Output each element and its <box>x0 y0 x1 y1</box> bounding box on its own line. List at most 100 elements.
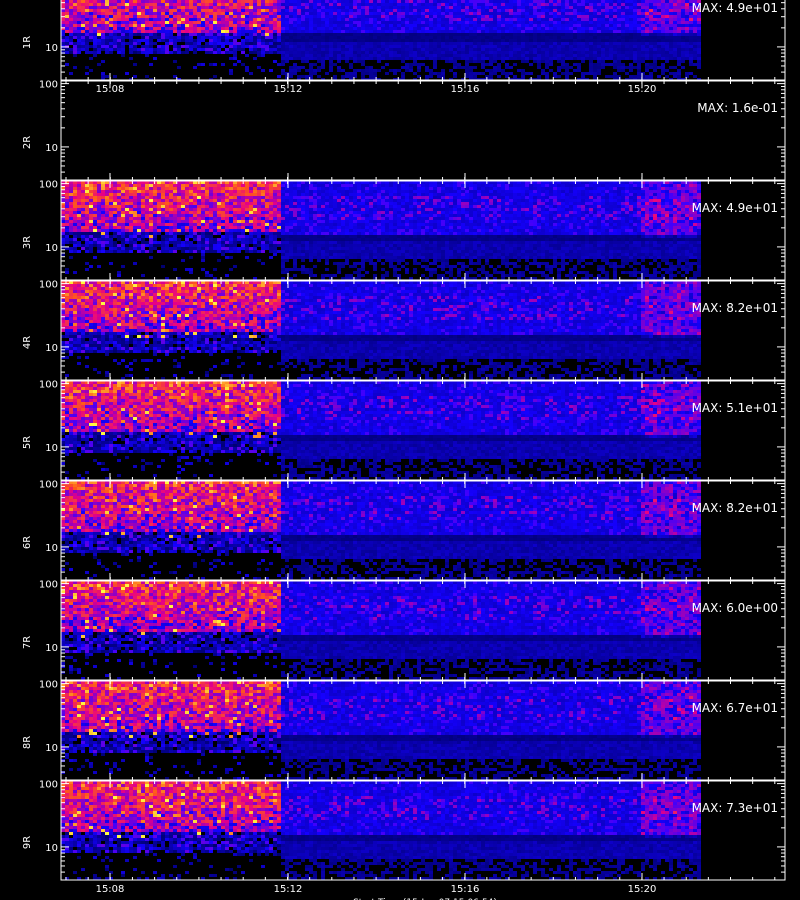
heatmap-cell <box>321 63 325 66</box>
heatmap-cell <box>353 72 357 75</box>
heatmap-cell <box>201 196 205 199</box>
heatmap-cell <box>97 184 101 187</box>
heatmap-cell <box>133 232 137 235</box>
heatmap-cell <box>121 214 125 217</box>
heatmap-cell <box>377 39 381 42</box>
y-axis-label: 2R <box>22 136 33 149</box>
heatmap-cell <box>413 60 417 63</box>
heatmap-cell <box>181 15 185 18</box>
heatmap-cell <box>329 39 333 42</box>
heatmap-cell <box>581 27 585 30</box>
heatmap-cell <box>417 9 421 12</box>
heatmap-cell <box>253 199 257 202</box>
heatmap-cell <box>581 6 585 9</box>
heatmap-cell <box>109 33 113 36</box>
heatmap-cell <box>377 33 381 36</box>
heatmap-cell <box>225 190 229 193</box>
heatmap-cell <box>361 24 365 27</box>
heatmap-cell <box>621 24 625 27</box>
heatmap-cell <box>433 30 437 33</box>
heatmap-cell <box>445 60 449 63</box>
heatmap-cell <box>361 39 365 42</box>
heatmap-cell <box>73 30 77 33</box>
heatmap-cell <box>277 3 281 6</box>
heatmap-cell <box>241 184 245 187</box>
heatmap-cell <box>637 66 641 69</box>
heatmap-cell <box>465 0 469 3</box>
heatmap-cell <box>581 33 585 36</box>
heatmap-cell <box>293 0 297 3</box>
heatmap-cell <box>509 9 513 12</box>
heatmap-cell <box>625 66 629 69</box>
heatmap-cell <box>357 48 361 51</box>
heatmap-cell <box>225 244 229 247</box>
heatmap-cell <box>85 268 89 271</box>
heatmap-cell <box>333 15 337 18</box>
heatmap-cell <box>101 247 105 250</box>
heatmap-cell <box>669 27 673 30</box>
heatmap-cell <box>161 27 165 30</box>
heatmap-cell <box>169 241 173 244</box>
heatmap-cell <box>689 39 693 42</box>
heatmap-cell <box>669 33 673 36</box>
heatmap-cell <box>273 45 277 48</box>
heatmap-cell <box>693 36 697 39</box>
heatmap-cell <box>169 193 173 196</box>
heatmap-cell <box>557 15 561 18</box>
heatmap-cell <box>381 15 385 18</box>
heatmap-cell <box>237 211 241 214</box>
heatmap-cell <box>413 45 417 48</box>
heatmap-cell <box>249 202 253 205</box>
heatmap-cell <box>61 190 65 193</box>
heatmap-cell <box>129 18 133 21</box>
heatmap-cell <box>661 27 665 30</box>
heatmap-cell <box>301 42 305 45</box>
heatmap-cell <box>317 48 321 51</box>
heatmap-cell <box>97 190 101 193</box>
heatmap-cell <box>361 36 365 39</box>
heatmap-cell <box>233 48 237 51</box>
heatmap-cell <box>201 241 205 244</box>
heatmap-cell <box>109 45 113 48</box>
heatmap-cell <box>317 54 321 57</box>
heatmap-cell <box>269 208 273 211</box>
heatmap-cell <box>225 274 229 277</box>
heatmap-cell <box>649 12 653 15</box>
heatmap-cell <box>297 78 301 80</box>
heatmap-cell <box>145 211 149 214</box>
heatmap-cell <box>389 18 393 21</box>
heatmap-cell <box>193 205 197 208</box>
heatmap-cell <box>129 181 133 184</box>
heatmap-cell <box>181 232 185 235</box>
heatmap-cell <box>265 48 269 51</box>
heatmap-cell <box>429 18 433 21</box>
heatmap-cell <box>289 75 293 78</box>
heatmap-cell <box>97 196 101 199</box>
heatmap-cell <box>233 45 237 48</box>
heatmap-cell <box>305 3 309 6</box>
heatmap-cell <box>273 15 277 18</box>
heatmap-cell <box>533 60 537 63</box>
heatmap-cell <box>193 6 197 9</box>
heatmap-cell <box>169 250 173 253</box>
heatmap-cell <box>177 193 181 196</box>
heatmap-cell <box>569 6 573 9</box>
heatmap-cell <box>177 202 181 205</box>
heatmap-cell <box>73 202 77 205</box>
heatmap-cell <box>189 30 193 33</box>
heatmap-cell <box>265 30 269 33</box>
heatmap-cell <box>141 21 145 24</box>
heatmap-cell <box>153 214 157 217</box>
heatmap-cell <box>105 33 109 36</box>
heatmap-cell <box>413 78 417 80</box>
heatmap-cell <box>77 12 81 15</box>
heatmap-cell <box>689 15 693 18</box>
heatmap-cell <box>485 42 489 45</box>
heatmap-cell <box>141 48 145 51</box>
heatmap-cell <box>257 21 261 24</box>
heatmap-cell <box>73 211 77 214</box>
heatmap-cell <box>625 42 629 45</box>
heatmap-cell <box>253 0 257 3</box>
heatmap-cell <box>685 9 689 12</box>
heatmap-cell <box>517 0 521 3</box>
